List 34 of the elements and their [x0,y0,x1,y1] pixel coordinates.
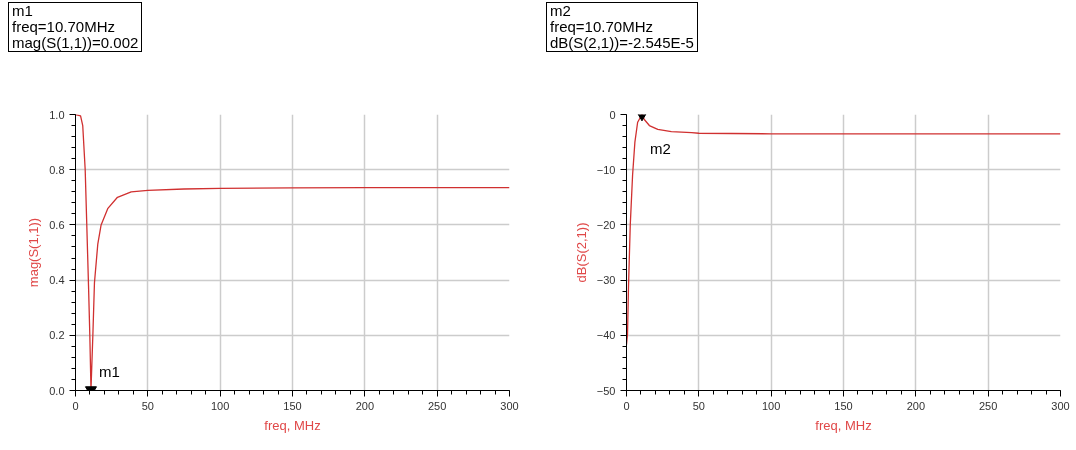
annotation: m1 [98,362,120,380]
x-tick-label: 0 [623,399,630,412]
y-tick-label: 0.2 [49,329,65,342]
x-axis-title: freq, MHz [264,417,321,433]
annotation: m2 [649,139,671,157]
x-tick-label: 50 [692,399,705,412]
x-axis-title: freq, MHz [815,417,872,433]
x-tick-label: 0 [72,399,79,412]
y-axis-title: dB(S(2,1)) [573,222,589,283]
x-tick-label: 300 [500,399,519,412]
x-tick-label: 50 [141,399,154,412]
y-tick-label: 0.8 [49,163,65,176]
y-axis-title: mag(S(1,1)) [26,217,42,288]
y-tick-label: 0.0 [49,384,65,397]
x-tick-label: 250 [427,399,447,412]
text: m1 freq=10.70MHz mag(S(1,1))=0.002 [8,2,143,52]
y-tick-label: −40 [596,329,616,342]
y-tick-label: 0 [609,108,616,121]
x-tick-label: 150 [283,399,302,412]
x-tick-label: 100 [761,399,781,412]
x-tick-label: 250 [978,399,998,412]
x-tick-label: 300 [1051,399,1070,412]
text: m2 freq=10.70MHz dB(S(2,1))=-2.545E-5 [546,2,698,52]
x-tick-label: 200 [355,399,375,412]
y-tick-label: 0.6 [49,218,65,231]
x-tick-label: 150 [834,399,853,412]
y-tick-label: −20 [596,218,616,231]
y-tick-label: −50 [596,384,616,397]
y-tick-label: −30 [596,274,616,287]
x-tick-label: 100 [210,399,230,412]
y-tick-label: 1.0 [49,108,65,121]
x-tick-label: 200 [906,399,926,412]
y-tick-label: 0.4 [49,274,65,287]
y-tick-label: −10 [596,163,616,176]
